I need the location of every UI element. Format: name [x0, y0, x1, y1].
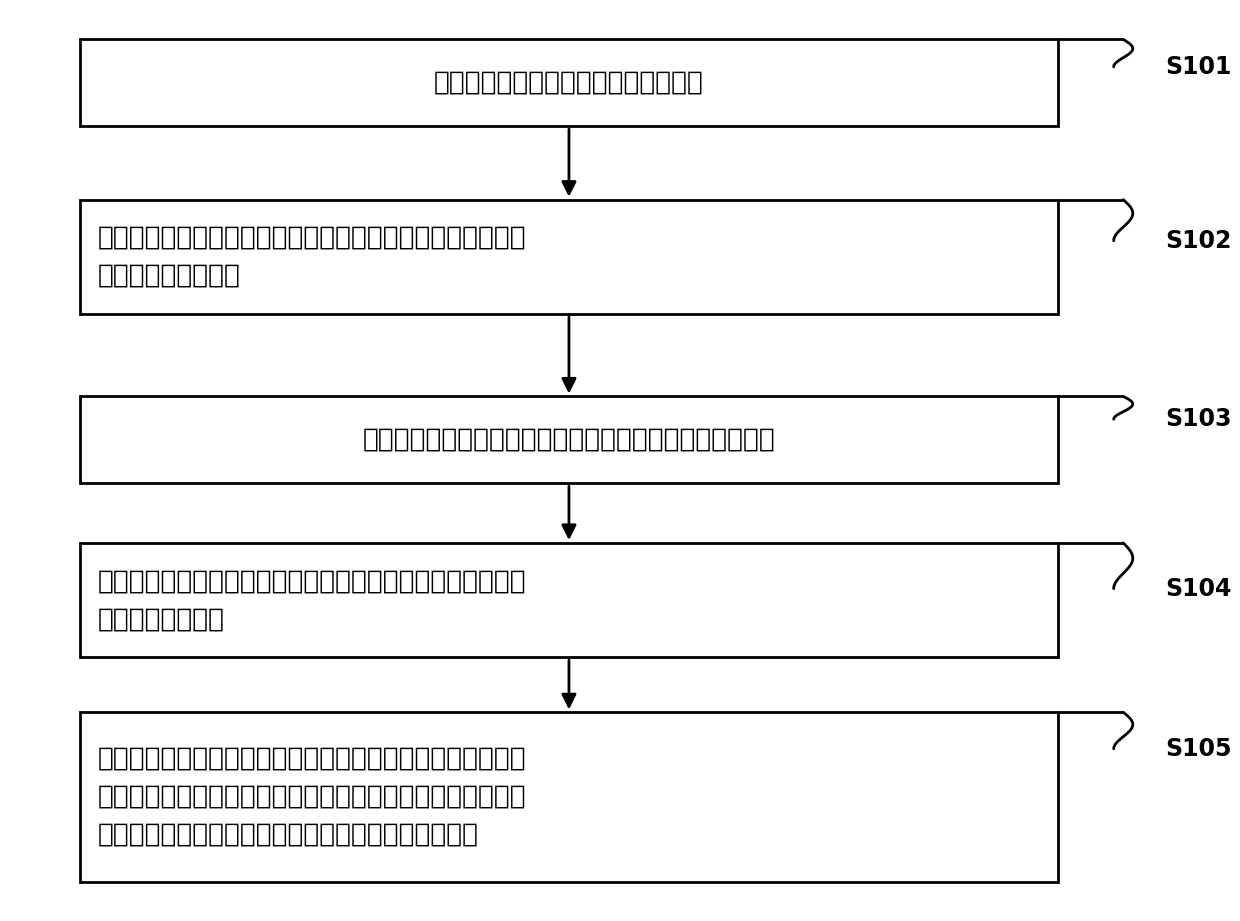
FancyBboxPatch shape: [81, 200, 1058, 314]
FancyBboxPatch shape: [81, 396, 1058, 484]
Text: 当判断云团单体会对光伏电站造成遮挡时，根据光伏电站的实
测监测数据、天气型理论辐射数据、回波单体含水量以及云高
和云厚数据，对遮挡下光伏电站接收到的辐射进行预测: 当判断云团单体会对光伏电站造成遮挡时，根据光伏电站的实 测监测数据、天气型理论辐…: [98, 746, 527, 848]
Text: S102: S102: [1164, 228, 1231, 252]
FancyBboxPatch shape: [81, 712, 1058, 881]
Text: S103: S103: [1164, 407, 1231, 431]
Text: 根据回波单体含水量的空间分布，计算扫描区域内对应云团单
体的云高和云厚数据: 根据回波单体含水量的空间分布，计算扫描区域内对应云团单 体的云高和云厚数据: [98, 225, 527, 289]
Text: 根据云团单体的运动向量判断云团单体在预设时间内是否会对
光伏电站造成遮挡: 根据云团单体的运动向量判断云团单体在预设时间内是否会对 光伏电站造成遮挡: [98, 568, 527, 632]
Text: S101: S101: [1164, 55, 1231, 79]
FancyBboxPatch shape: [81, 40, 1058, 126]
Text: 获取雷达扫描区域内的回波单体含水量: 获取雷达扫描区域内的回波单体含水量: [434, 70, 704, 96]
Text: S105: S105: [1164, 737, 1231, 761]
Text: S104: S104: [1164, 577, 1231, 600]
Text: 通过雷达扫描的单体回波强度数据计算云团单体的运动向量: 通过雷达扫描的单体回波强度数据计算云团单体的运动向量: [362, 427, 775, 453]
FancyBboxPatch shape: [81, 542, 1058, 658]
